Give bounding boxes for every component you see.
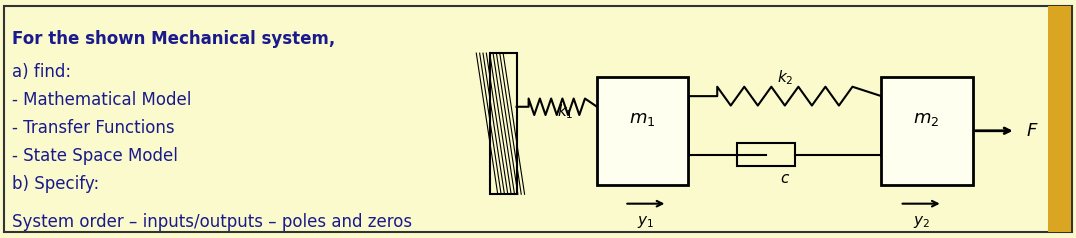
Text: $k_2$: $k_2$ — [777, 68, 793, 87]
Text: System order – inputs/outputs – poles and zeros: System order – inputs/outputs – poles an… — [12, 213, 412, 231]
Text: $m_2$: $m_2$ — [914, 110, 939, 128]
Bar — [597, 77, 689, 185]
Bar — [737, 143, 794, 166]
Text: - Transfer Functions: - Transfer Functions — [12, 119, 174, 137]
Bar — [490, 53, 516, 194]
Text: - Mathematical Model: - Mathematical Model — [12, 91, 192, 109]
Bar — [881, 77, 973, 185]
Text: For the shown Mechanical system,: For the shown Mechanical system, — [12, 30, 336, 48]
Text: b) Specify:: b) Specify: — [12, 175, 99, 193]
Text: $y_1$: $y_1$ — [637, 214, 654, 230]
Text: $y_2$: $y_2$ — [912, 214, 930, 230]
FancyBboxPatch shape — [1048, 6, 1072, 232]
Text: $k_1$: $k_1$ — [556, 103, 574, 121]
Text: - State Space Model: - State Space Model — [12, 147, 178, 165]
Text: $c$: $c$ — [780, 171, 790, 186]
FancyBboxPatch shape — [3, 6, 1073, 232]
Text: $m_1$: $m_1$ — [628, 110, 655, 128]
Text: a) find:: a) find: — [12, 63, 71, 80]
Text: $F$: $F$ — [1027, 122, 1039, 140]
